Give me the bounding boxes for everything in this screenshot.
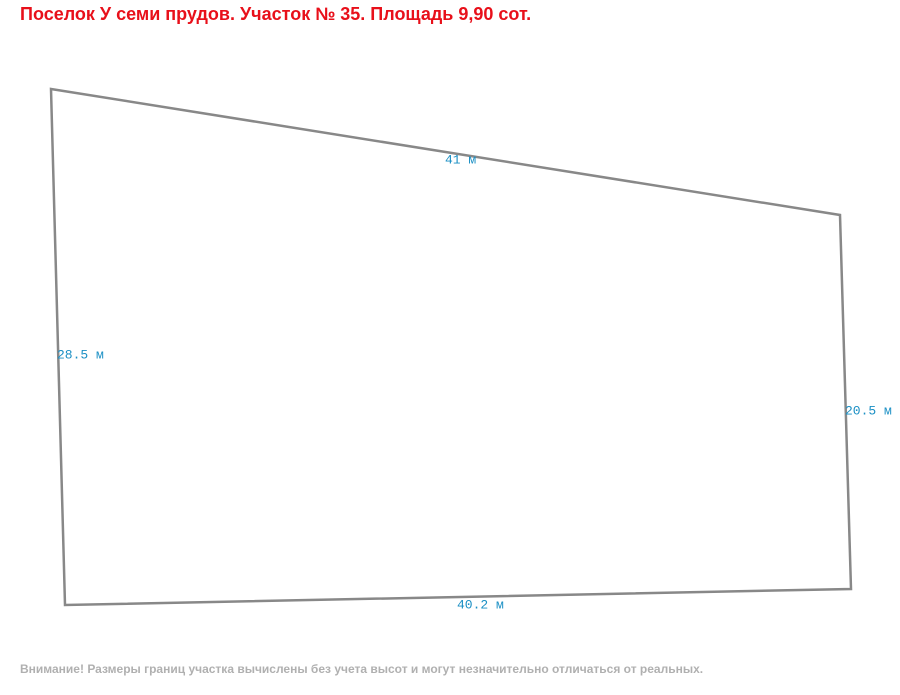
plot-boundary [49,87,853,607]
edge-label: 28.5 м [57,347,104,362]
disclaimer: Внимание! Размеры границ участка вычисле… [20,662,704,676]
edge-label: 40.2 м [457,597,504,612]
edge-label: 20.5 м [845,403,892,418]
edge-label: 41 м [445,152,476,167]
title: Поселок У семи прудов. Участок № 35. Пло… [20,4,532,24]
